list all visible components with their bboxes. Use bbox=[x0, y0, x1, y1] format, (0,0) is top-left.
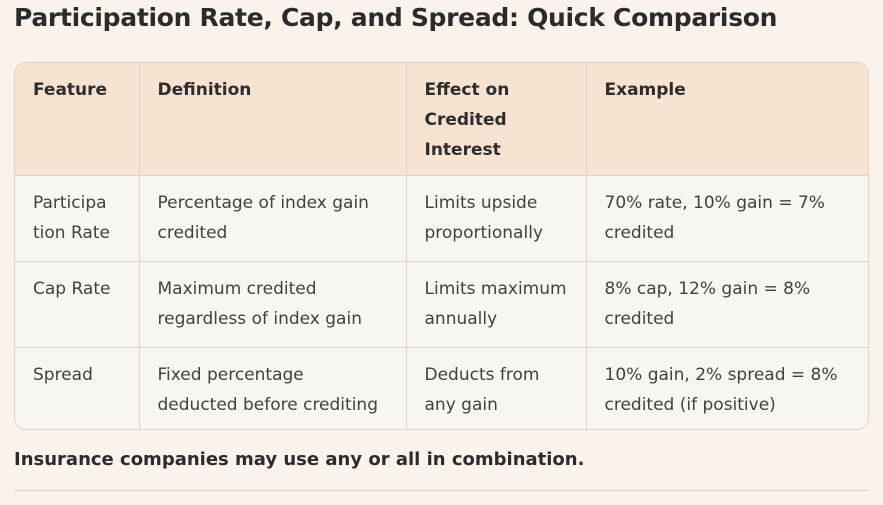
column-header-definition: Definition bbox=[139, 63, 407, 176]
cell-definition: Maximum credited regardless of index gai… bbox=[139, 261, 407, 348]
cell-example: 70% rate, 10% gain = 7% credited bbox=[586, 175, 868, 262]
footer-note: Insurance companies may use any or all i… bbox=[14, 449, 585, 470]
comparison-table: Feature Definition Effect on Credited In… bbox=[14, 62, 869, 430]
comparison-table-grid: Feature Definition Effect on Credited In… bbox=[15, 63, 868, 429]
cell-effect: Limits maximum annually bbox=[406, 261, 587, 348]
header-row: Feature Definition Effect on Credited In… bbox=[15, 63, 868, 176]
page-title: Participation Rate, Cap, and Spread: Qui… bbox=[14, 3, 778, 32]
table-row: Participation Rate Percentage of index g… bbox=[15, 175, 868, 262]
cell-example: 10% gain, 2% spread = 8% credited (if po… bbox=[586, 347, 868, 429]
column-header-feature: Feature bbox=[15, 63, 140, 176]
cell-feature: Spread bbox=[15, 347, 140, 429]
divider-rule bbox=[14, 490, 869, 491]
cell-example: 8% cap, 12% gain = 8% credited bbox=[586, 261, 868, 348]
cell-effect: Limits upside proportionally bbox=[406, 175, 587, 262]
cell-feature: Cap Rate bbox=[15, 261, 140, 348]
cell-definition: Fixed percentage deducted before crediti… bbox=[139, 347, 407, 429]
table-row: Cap Rate Maximum credited regardless of … bbox=[15, 261, 868, 348]
cell-effect: Deducts from any gain bbox=[406, 347, 587, 429]
cell-feature: Participation Rate bbox=[15, 175, 140, 262]
table-row: Spread Fixed percentage deducted before … bbox=[15, 347, 868, 429]
column-header-effect: Effect on Credited Interest bbox=[406, 63, 587, 176]
cell-definition: Percentage of index gain credited bbox=[139, 175, 407, 262]
column-header-example: Example bbox=[586, 63, 868, 176]
